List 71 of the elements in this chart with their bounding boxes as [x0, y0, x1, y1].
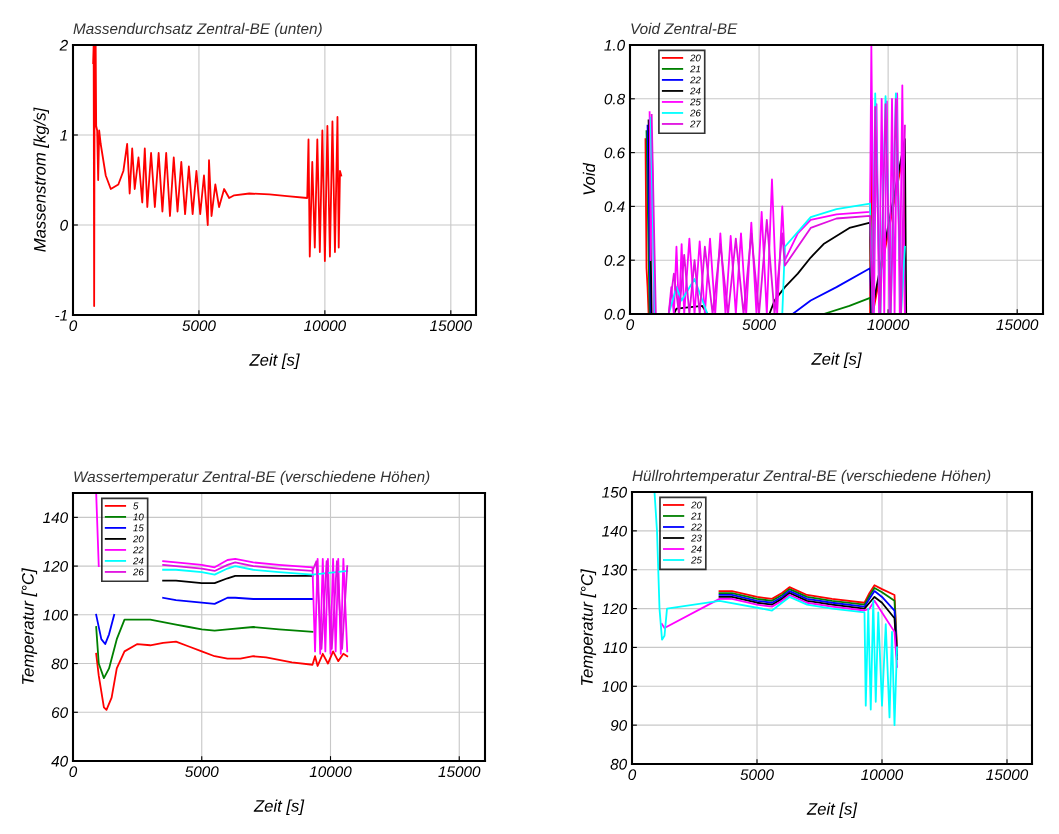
legend-label: 26	[132, 568, 144, 576]
legend-label: 24	[132, 557, 144, 565]
x-axis-title: Zeit [s]	[249, 353, 300, 370]
legend-label: 22	[689, 76, 701, 84]
x-tick-label: 10000	[867, 319, 910, 331]
chart-title: Massendurchsatz Zentral-BE (unten)	[73, 22, 322, 38]
y-axis-title: Temperatur [°C]	[580, 569, 597, 686]
x-axis-title: Zeit [s]	[806, 802, 858, 819]
y-axis-title: Temperatur [°C]	[21, 568, 38, 685]
y-axis-title: Void	[582, 162, 596, 195]
legend-label: 22	[691, 523, 702, 531]
x-tick-label: 5000	[742, 319, 776, 331]
y-axis-title: Massenstrom [kg/s]	[33, 107, 49, 252]
x-tick-label: 15000	[996, 319, 1039, 331]
y-tick-label: 40	[51, 755, 69, 767]
y-tick-label: 1	[60, 130, 67, 141]
y-tick-label: 100	[602, 681, 628, 692]
legend-label: 24	[691, 545, 702, 553]
legend-label: 27	[689, 120, 702, 128]
legend-label: 25	[691, 556, 702, 564]
legend-label: 5	[133, 502, 139, 510]
x-tick-label: 5000	[182, 320, 216, 332]
legend-label: 21	[689, 65, 701, 73]
legend-label: 24	[689, 87, 701, 95]
y-tick-label: 1.0	[604, 39, 626, 51]
x-tick-label: 0	[69, 320, 78, 332]
x-tick-label: 10000	[304, 320, 346, 332]
x-tick-label: 10000	[861, 769, 904, 781]
x-tick-label: 15000	[429, 320, 472, 332]
y-tick-label: 2	[59, 39, 68, 51]
legend-label: 25	[689, 98, 701, 106]
x-tick-label: 15000	[986, 769, 1029, 781]
y-tick-label: 150	[602, 486, 628, 498]
x-tick-label: 10000	[309, 766, 352, 778]
y-tick-label: 80	[51, 658, 69, 670]
chart-title: Hüllrohrtemperatur Zentral-BE (verschiedene Höhen)	[632, 469, 991, 485]
y-tick-label: 80	[610, 758, 628, 770]
y-tick-label: 140	[43, 512, 69, 524]
x-axis-title: Zeit [s]	[253, 799, 305, 816]
y-tick-label: 100	[43, 609, 69, 621]
legend-label: 23	[691, 534, 702, 542]
x-tick-label: 0	[69, 766, 78, 778]
y-tick-label: 0.4	[604, 201, 625, 213]
x-tick-label: 5000	[740, 769, 774, 781]
y-tick-label: 0.6	[604, 147, 626, 159]
legend-label: 21	[691, 512, 702, 520]
x-axis-title: Zeit [s]	[811, 352, 862, 369]
x-tick-label: 0	[628, 769, 637, 781]
legend-label: 26	[689, 109, 701, 117]
y-tick-label: 90	[610, 720, 628, 731]
legend-label: 20	[132, 535, 144, 543]
y-tick-label: 120	[602, 603, 628, 615]
y-tick-label: 140	[602, 525, 628, 537]
y-tick-label: 0.8	[604, 93, 626, 105]
legend-label: 10	[133, 513, 144, 521]
legend-label: 20	[689, 54, 701, 62]
chart-title: Wassertemperatur Zentral-BE (verschiedene Höhen)	[74, 470, 430, 486]
y-tick-label: -1	[55, 310, 67, 321]
x-tick-label: 15000	[438, 766, 481, 778]
y-tick-label: 60	[52, 707, 69, 718]
legend-label: 15	[133, 524, 144, 532]
y-tick-label: 0.0	[604, 308, 626, 320]
y-tick-label: 120	[43, 560, 69, 572]
legend-label: 20	[691, 501, 702, 509]
y-tick-label: 130	[602, 564, 628, 576]
chart-title: Void Zentral-BE	[631, 22, 738, 35]
y-tick-label: 0.2	[604, 255, 625, 266]
x-tick-label: 5000	[185, 766, 219, 778]
y-tick-label: 0	[60, 219, 69, 231]
legend-label: 22	[132, 546, 144, 554]
y-tick-label: 110	[603, 642, 628, 654]
